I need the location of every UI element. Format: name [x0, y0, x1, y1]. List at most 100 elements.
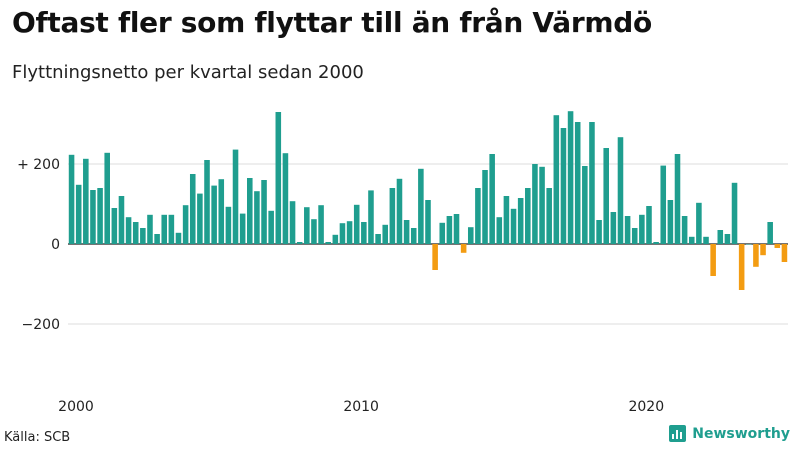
bar: [90, 190, 96, 244]
bar-chart: + 200 0 −200 2000 2010 2020: [17, 111, 788, 415]
bar: [268, 210, 274, 244]
bar: [710, 244, 716, 276]
bar: [746, 244, 752, 245]
bar: [517, 198, 524, 244]
bar: [125, 217, 132, 244]
bar: [660, 165, 667, 244]
bar: [361, 222, 367, 244]
bar: [717, 230, 724, 244]
bar: [118, 196, 125, 244]
bar: [261, 180, 267, 244]
bar: [753, 244, 759, 267]
bar: [111, 208, 118, 244]
bar: [346, 221, 353, 244]
bar: [204, 160, 210, 244]
newsworthy-logo[interactable]: Newsworthy: [669, 425, 790, 442]
bar: [247, 178, 253, 244]
bar: [175, 232, 182, 244]
bar: [624, 216, 631, 244]
bar: [546, 188, 552, 244]
bar: [289, 201, 296, 244]
bar: [218, 179, 225, 244]
bar: [332, 234, 339, 244]
bar: [731, 182, 738, 244]
bar: [475, 188, 481, 244]
bar: [667, 200, 674, 244]
bar: [703, 236, 709, 244]
y-axis-ticks: + 200 0 −200: [17, 157, 60, 333]
bar: [674, 154, 681, 244]
bar: [631, 228, 638, 244]
bar: [596, 220, 602, 244]
bar: [282, 153, 289, 244]
bar-series: [68, 111, 788, 290]
bar: [104, 152, 110, 244]
x-axis-ticks: 2000 2010 2020: [58, 399, 664, 415]
bar: [147, 214, 153, 244]
bar: [439, 222, 446, 244]
bar: [353, 204, 360, 244]
newsworthy-logo-icon: [669, 425, 687, 442]
bar: [75, 184, 82, 244]
source-note: Källa: SCB: [4, 430, 71, 445]
bar: [154, 234, 160, 244]
bar: [539, 166, 545, 244]
bar: [189, 174, 196, 244]
bar: [489, 154, 495, 244]
bar: [446, 216, 453, 244]
bar: [503, 196, 510, 244]
bar: [410, 228, 417, 244]
bar: [311, 219, 317, 244]
bar: [132, 222, 139, 244]
bar: [567, 111, 574, 244]
chart-subtitle: Flyttningsnetto per kvartal sedan 2000: [12, 62, 364, 83]
bar: [97, 188, 103, 244]
bar: [646, 206, 652, 244]
bar: [396, 178, 403, 244]
bar: [325, 242, 331, 244]
bar: [304, 207, 310, 244]
bar: [724, 234, 731, 244]
bar: [574, 122, 581, 244]
y-tick-label: 0: [51, 237, 60, 253]
bar: [182, 205, 189, 244]
bar: [467, 227, 474, 244]
bar: [653, 242, 659, 244]
y-tick-label: + 200: [17, 157, 60, 173]
bar: [582, 166, 588, 244]
x-tick-label: 2020: [628, 399, 664, 415]
bar: [318, 205, 324, 244]
bar: [68, 154, 75, 244]
bar: [389, 188, 396, 244]
brand-name: Newsworthy: [692, 425, 790, 442]
bar: [368, 190, 374, 244]
bar: [639, 214, 645, 244]
bar: [239, 213, 246, 244]
bar: [525, 188, 531, 244]
bar: [168, 214, 175, 244]
bar: [532, 164, 538, 244]
bar: [453, 214, 460, 244]
bar: [296, 242, 303, 244]
bar: [589, 122, 595, 244]
x-tick-label: 2000: [58, 399, 94, 415]
bar: [760, 244, 766, 256]
bar: [432, 244, 438, 270]
bar: [382, 224, 389, 244]
bar: [767, 222, 773, 244]
bar: [460, 244, 467, 253]
bar: [403, 220, 410, 244]
bar: [140, 228, 146, 244]
bar: [774, 244, 781, 248]
bar: [254, 191, 260, 244]
bar: [610, 212, 617, 244]
bar: [681, 216, 688, 244]
bar: [688, 236, 695, 244]
bar: [161, 214, 168, 244]
y-tick-label: −200: [22, 317, 60, 333]
x-tick-label: 2010: [343, 399, 379, 415]
bar: [211, 185, 217, 244]
bar: [560, 128, 567, 244]
bar: [496, 217, 503, 244]
bar: [83, 158, 89, 244]
